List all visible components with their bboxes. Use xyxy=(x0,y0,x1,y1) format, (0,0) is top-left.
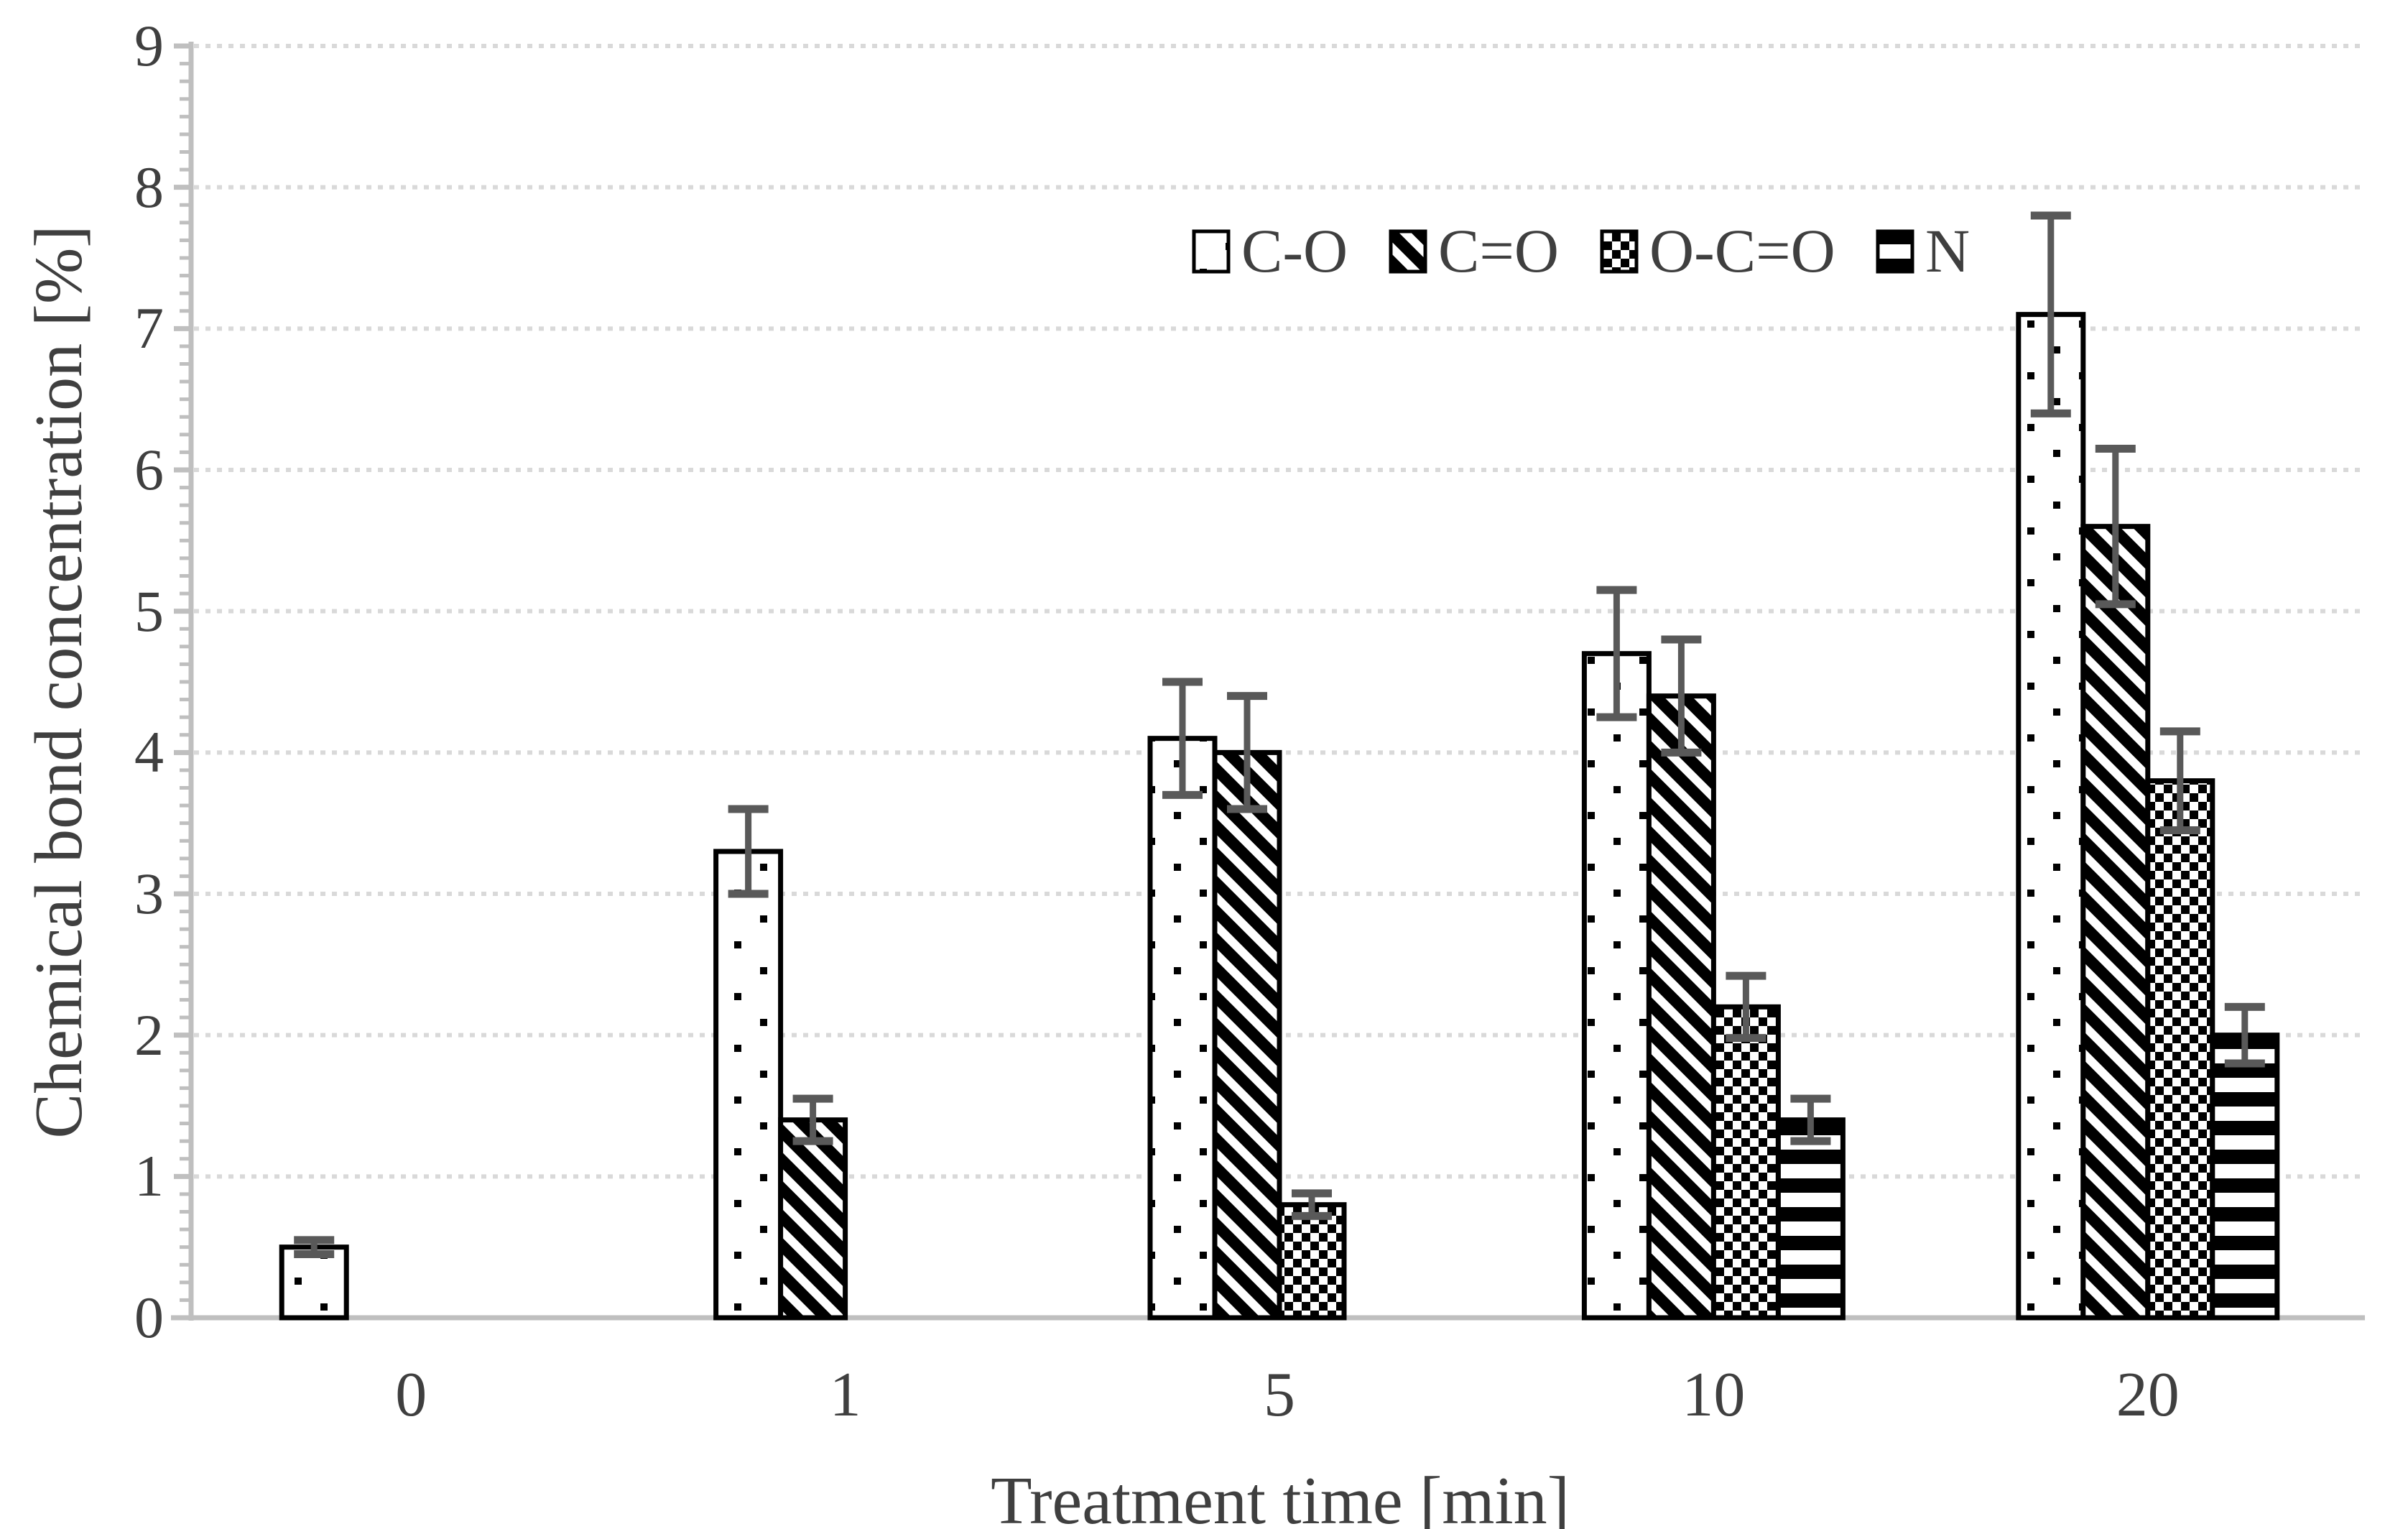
bar-C-O-10min xyxy=(1581,651,1652,1321)
legend-label: N xyxy=(1925,216,1971,285)
x-tick-label: 1 xyxy=(829,1360,861,1430)
bar-N-10min xyxy=(1775,1117,1846,1321)
y-tick-label: 0 xyxy=(134,1285,164,1350)
legend-label: C=O xyxy=(1438,216,1559,285)
x-tick-label: 5 xyxy=(1264,1360,1295,1430)
bar-C-O-1min xyxy=(713,849,784,1321)
bar-O-C=O-5min xyxy=(1277,1202,1347,1321)
legend-swatch-diagonal-icon xyxy=(1389,229,1427,274)
y-tick-label: 7 xyxy=(134,295,164,361)
y-axis-title: Chemical bond concentration [%] xyxy=(22,225,96,1139)
y-tick-label: 9 xyxy=(134,13,164,78)
y-tick-label: 5 xyxy=(134,578,164,644)
y-tick-label: 6 xyxy=(134,437,164,502)
legend-swatch-horizontal-icon xyxy=(1876,229,1914,274)
bar-O-C=O-10min xyxy=(1710,1004,1781,1321)
bar-C-O-20min xyxy=(2016,312,2086,1321)
bar-C=O-20min xyxy=(2080,524,2151,1321)
legend-swatch-checker-icon xyxy=(1600,229,1639,274)
bar-C-O-5min xyxy=(1147,736,1218,1321)
y-tick-label: 8 xyxy=(134,154,164,220)
legend-swatch-dots-icon xyxy=(1192,229,1231,274)
bar-C=O-5min xyxy=(1212,749,1282,1321)
bar-C=O-1min xyxy=(778,1117,848,1321)
bar-O-C=O-20min xyxy=(2145,778,2215,1321)
y-tick-label: 2 xyxy=(134,1002,164,1068)
bar-N-20min xyxy=(2210,1033,2280,1321)
y-tick-label: 3 xyxy=(134,861,164,926)
bar-C=O-10min xyxy=(1646,693,1716,1321)
legend-label: C-O xyxy=(1241,216,1348,285)
y-tick-label: 4 xyxy=(134,719,164,785)
y-tick-label: 1 xyxy=(134,1143,164,1209)
x-tick-label: 10 xyxy=(1682,1360,1746,1430)
x-tick-label: 0 xyxy=(395,1360,427,1430)
legend-label: O-C=O xyxy=(1649,216,1835,285)
x-tick-label: 20 xyxy=(2116,1360,2180,1430)
bar-C-O-0min xyxy=(279,1244,349,1321)
x-axis-title: Treatment time [min] xyxy=(991,1464,1570,1529)
